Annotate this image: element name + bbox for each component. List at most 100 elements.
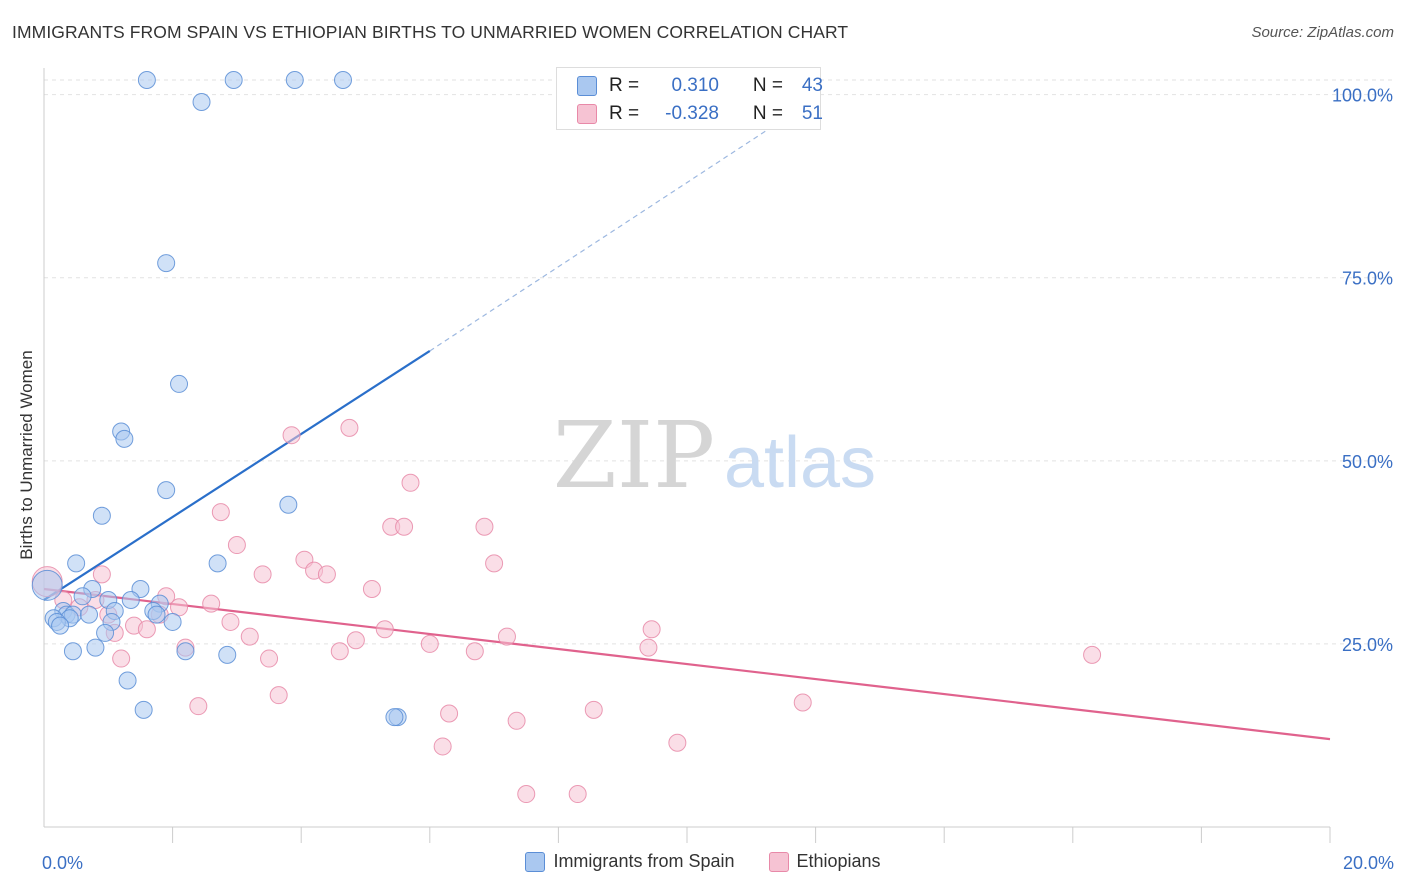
ethiopians-point <box>330 642 349 661</box>
ethiopians-point <box>189 697 208 716</box>
spain-point <box>92 506 111 525</box>
stats-n-label: N = <box>752 103 783 124</box>
ethiopians-point <box>642 620 661 639</box>
ethiopians-point <box>395 517 414 536</box>
ethiopians-point <box>465 642 484 661</box>
y-tick-label: 100.0% <box>1332 86 1393 106</box>
ethiopians-point <box>420 634 439 653</box>
spain-point <box>147 605 166 624</box>
spain-point <box>279 495 298 514</box>
y-tick-label: 25.0% <box>1342 635 1393 655</box>
spain-point <box>218 645 237 664</box>
ethiopians-point <box>269 686 288 705</box>
ethiopians-point <box>1083 645 1102 664</box>
stats-swatch-spain <box>577 76 597 96</box>
ethiopians-point <box>485 554 504 573</box>
y-tick-label: 75.0% <box>1342 269 1393 289</box>
x-tick-label: 20.0% <box>1343 853 1394 873</box>
chart-title: IMMIGRANTS FROM SPAIN VS ETHIOPIAN BIRTH… <box>12 22 849 42</box>
spain-point <box>157 254 176 273</box>
watermark: ZIP atlas <box>553 402 876 509</box>
ethiopians-point <box>375 620 394 639</box>
x-tick-label: 0.0% <box>42 853 83 873</box>
ethiopians-point <box>282 426 301 445</box>
spain-point <box>157 481 176 500</box>
ethiopians-point <box>362 579 381 598</box>
spain-point <box>80 605 99 624</box>
tick-labels: 25.0% 50.0% 75.0% 100.0% 0.0% 20.0% <box>42 86 1394 873</box>
stats-n-value: 43 <box>801 75 823 96</box>
spain-point <box>115 429 134 448</box>
spain-point <box>137 71 156 89</box>
y-axis-label: Births to Unmarried Women <box>17 350 36 560</box>
trend-lines <box>43 97 1331 741</box>
spain-point <box>118 671 137 690</box>
stats-r-label: R = <box>609 103 640 124</box>
data-points <box>31 71 1102 804</box>
axes <box>43 68 1331 843</box>
ethiopians-point <box>240 627 259 646</box>
ethiopians-point <box>112 649 131 668</box>
ethiopians-point <box>568 785 587 804</box>
chart-source: Source: ZipAtlas.com <box>1251 24 1394 41</box>
ethiopians-point <box>260 649 279 668</box>
ethiopians-point <box>433 737 452 756</box>
spain-point <box>224 71 243 89</box>
spain-point <box>176 642 195 661</box>
chart-legend: Immigrants from Spain Ethiopians <box>0 851 1406 872</box>
stats-row-spain: R = 0.310 N = 43 <box>577 73 823 99</box>
watermark-zip: ZIP <box>553 402 715 509</box>
spain-point <box>192 92 211 111</box>
watermark-atlas: atlas <box>724 423 876 503</box>
spain-point <box>73 587 92 606</box>
legend-item-ethiopians: Ethiopians <box>768 851 881 872</box>
ethiopians-point <box>227 536 246 555</box>
ethiopians-trend-line <box>43 587 1331 741</box>
stats-swatch-ethiopians <box>577 104 597 124</box>
stats-row-ethiopians: R = -0.328 N = 51 <box>577 101 823 127</box>
ethiopians-point <box>253 565 272 584</box>
ethiopians-point <box>668 733 687 752</box>
stats-n-value: 51 <box>801 103 823 124</box>
stats-r-label: R = <box>609 75 640 96</box>
ethiopians-point <box>92 565 111 584</box>
ethiopians-point <box>202 594 221 613</box>
ethiopians-point <box>507 711 526 730</box>
ethiopians-point <box>137 620 156 639</box>
legend-swatch-spain <box>525 851 546 872</box>
ethiopians-point <box>584 700 603 719</box>
ethiopians-point <box>497 627 516 646</box>
ethiopians-point <box>440 704 459 723</box>
spain-trend-extension <box>429 97 816 352</box>
ethiopians-point <box>211 503 230 522</box>
stats-n-label: N = <box>752 75 783 96</box>
legend-label-spain: Immigrants from Spain <box>553 851 735 871</box>
legend-label-ethiopians: Ethiopians <box>796 851 881 871</box>
ethiopians-point <box>340 418 359 437</box>
spain-point <box>67 554 86 573</box>
spain-point <box>163 612 182 631</box>
correlation-stats-box: R = 0.310 N = 43 R = -0.328 N = 51 <box>556 67 823 130</box>
legend-item-spain: Immigrants from Spain <box>525 851 735 872</box>
spain-point <box>63 642 82 661</box>
stats-r-value: 0.310 <box>671 75 719 96</box>
ethiopians-point <box>317 565 336 584</box>
spain-point <box>170 374 189 393</box>
ethiopians-point <box>346 631 365 650</box>
spain-point <box>385 708 404 727</box>
spain-trend-line <box>43 350 431 601</box>
spain-point <box>31 569 63 601</box>
y-tick-label: 50.0% <box>1342 452 1393 472</box>
spain-point <box>285 71 304 89</box>
stats-r-value: -0.328 <box>665 103 719 124</box>
ethiopians-point <box>475 517 494 536</box>
ethiopians-point <box>517 785 536 804</box>
ethiopians-point <box>639 638 658 657</box>
spain-point <box>121 590 140 609</box>
legend-swatch-ethiopians <box>768 851 789 872</box>
spain-point <box>86 638 105 657</box>
ethiopians-point <box>401 473 420 492</box>
spain-point <box>333 71 352 89</box>
grid-lines <box>44 79 1395 645</box>
